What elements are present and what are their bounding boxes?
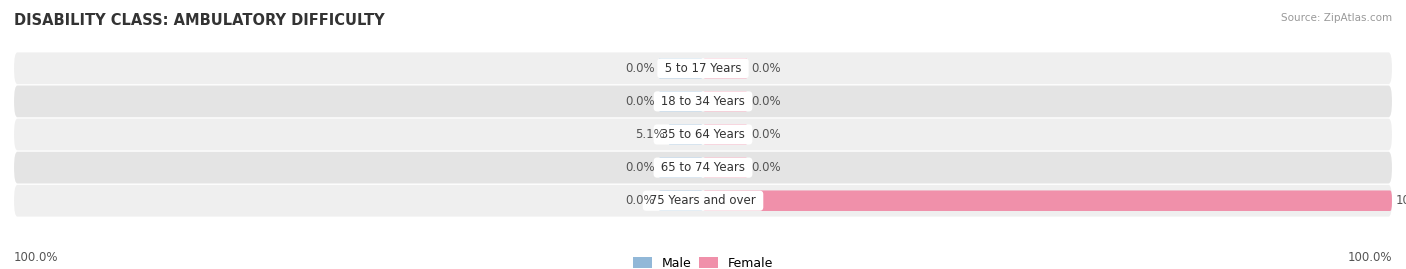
Legend: Male, Female: Male, Female <box>628 252 778 269</box>
FancyBboxPatch shape <box>668 124 703 145</box>
FancyBboxPatch shape <box>703 190 1392 211</box>
Text: 0.0%: 0.0% <box>626 161 655 174</box>
FancyBboxPatch shape <box>14 185 1392 217</box>
FancyBboxPatch shape <box>14 52 1392 84</box>
Text: 75 Years and over: 75 Years and over <box>647 194 759 207</box>
FancyBboxPatch shape <box>658 91 703 112</box>
FancyBboxPatch shape <box>658 58 703 79</box>
FancyBboxPatch shape <box>703 91 748 112</box>
Text: 100.0%: 100.0% <box>14 251 59 264</box>
Text: Source: ZipAtlas.com: Source: ZipAtlas.com <box>1281 13 1392 23</box>
Text: 18 to 34 Years: 18 to 34 Years <box>657 95 749 108</box>
Text: DISABILITY CLASS: AMBULATORY DIFFICULTY: DISABILITY CLASS: AMBULATORY DIFFICULTY <box>14 13 385 29</box>
Text: 65 to 74 Years: 65 to 74 Years <box>657 161 749 174</box>
Text: 5.1%: 5.1% <box>634 128 665 141</box>
Text: 100.0%: 100.0% <box>1395 194 1406 207</box>
FancyBboxPatch shape <box>703 124 748 145</box>
FancyBboxPatch shape <box>658 190 703 211</box>
FancyBboxPatch shape <box>703 58 748 79</box>
Text: 0.0%: 0.0% <box>626 62 655 75</box>
Text: 5 to 17 Years: 5 to 17 Years <box>661 62 745 75</box>
FancyBboxPatch shape <box>703 157 748 178</box>
Text: 0.0%: 0.0% <box>751 161 780 174</box>
FancyBboxPatch shape <box>14 152 1392 183</box>
FancyBboxPatch shape <box>658 157 703 178</box>
FancyBboxPatch shape <box>14 119 1392 150</box>
Text: 0.0%: 0.0% <box>751 95 780 108</box>
Text: 35 to 64 Years: 35 to 64 Years <box>657 128 749 141</box>
Text: 0.0%: 0.0% <box>626 194 655 207</box>
Text: 100.0%: 100.0% <box>1347 251 1392 264</box>
Text: 0.0%: 0.0% <box>751 128 780 141</box>
Text: 0.0%: 0.0% <box>626 95 655 108</box>
Text: 0.0%: 0.0% <box>751 62 780 75</box>
FancyBboxPatch shape <box>14 86 1392 117</box>
